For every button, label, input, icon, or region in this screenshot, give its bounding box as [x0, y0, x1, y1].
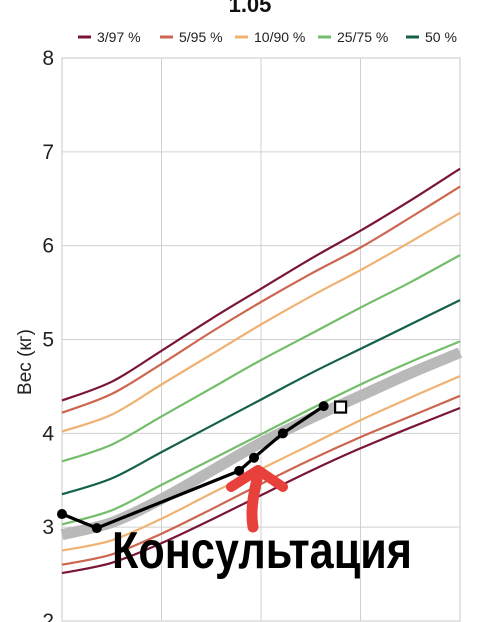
measurement-point [234, 465, 245, 476]
legend-label-2: 10/90 % [254, 29, 305, 45]
percentile-line-25 [61, 340, 461, 526]
percentile-line-3 [61, 406, 461, 575]
y-tick-label: 6 [42, 235, 54, 258]
legend: 3/97 % 5/95 % 10/90 % 25/75 % 50 % [78, 29, 457, 45]
annotation-text: Консультация [112, 522, 412, 580]
measurement-point [57, 509, 67, 520]
chart-title: 1.05 [229, 0, 272, 17]
measurement-point [91, 523, 102, 534]
measurement-point [249, 452, 260, 463]
legend-label-3: 25/75 % [337, 29, 388, 45]
percentile-line-95 [61, 185, 461, 414]
measurement-line [61, 404, 325, 530]
annotation: Консультация [112, 465, 412, 580]
legend-label-1: 5/95 % [179, 29, 223, 45]
percentile-line-75 [61, 254, 461, 463]
y-tick-label: 8 [42, 47, 54, 70]
current-marker [334, 400, 348, 414]
percentile-line-97 [61, 167, 461, 402]
measurement-point [277, 428, 288, 439]
percentile-line-90 [61, 211, 461, 433]
annotation-arrow [246, 469, 264, 533]
y-tick-label: 5 [42, 329, 54, 352]
y-tick-label: 7 [42, 141, 54, 164]
annotation-arrow-head [226, 465, 288, 492]
legend-label-4: 50 % [425, 29, 457, 45]
measurement-point [318, 401, 329, 412]
y-tick-label: 3 [42, 516, 54, 539]
y-tick-label: 2 [42, 610, 54, 622]
percentile-line-50 [61, 299, 461, 496]
y-tick-label: 4 [42, 422, 54, 445]
y-axis-label: Вес (кг) [15, 329, 36, 395]
legend-label-0: 3/97 % [97, 29, 141, 45]
y-axis-ticks: 2 3 4 5 6 7 8 [42, 47, 54, 622]
weight-measurements [57, 400, 348, 534]
